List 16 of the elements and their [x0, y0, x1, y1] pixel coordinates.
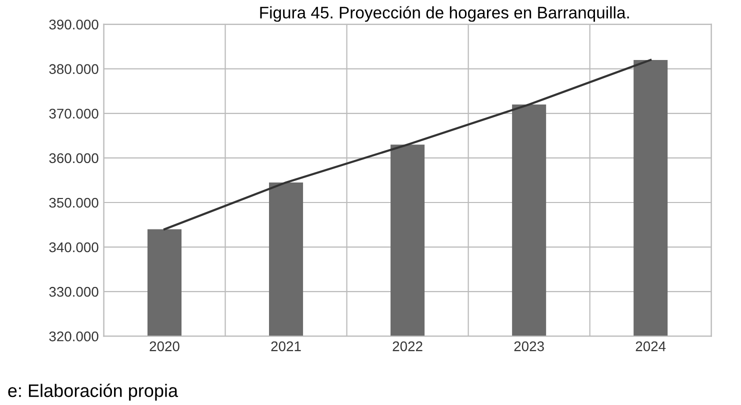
- chart-title: Figura 45. Proyección de hogares en Barranquilla.: [260, 6, 629, 22]
- y-tick-label: 320.000: [49, 331, 98, 342]
- x-tick-label: 2024: [636, 341, 666, 352]
- x-tick-label: 2020: [150, 341, 180, 352]
- y-tick-label: 350.000: [49, 198, 98, 208]
- y-tick-label: 380.000: [49, 64, 98, 74]
- line-series: [163, 58, 652, 230]
- y-tick-label: 370.000: [49, 108, 98, 119]
- x-tick-label: 2022: [392, 341, 422, 352]
- y-tick-label: 390.000: [49, 20, 98, 30]
- text: e: Elaboración propia: [8, 384, 178, 401]
- y-tick-label: 360.000: [49, 153, 98, 164]
- x-tick-label: 2021: [271, 341, 301, 352]
- y-tick-label: 330.000: [49, 286, 98, 297]
- y-tick-label: 340.000: [49, 242, 98, 252]
- x-tick-label: 2023: [514, 341, 544, 352]
